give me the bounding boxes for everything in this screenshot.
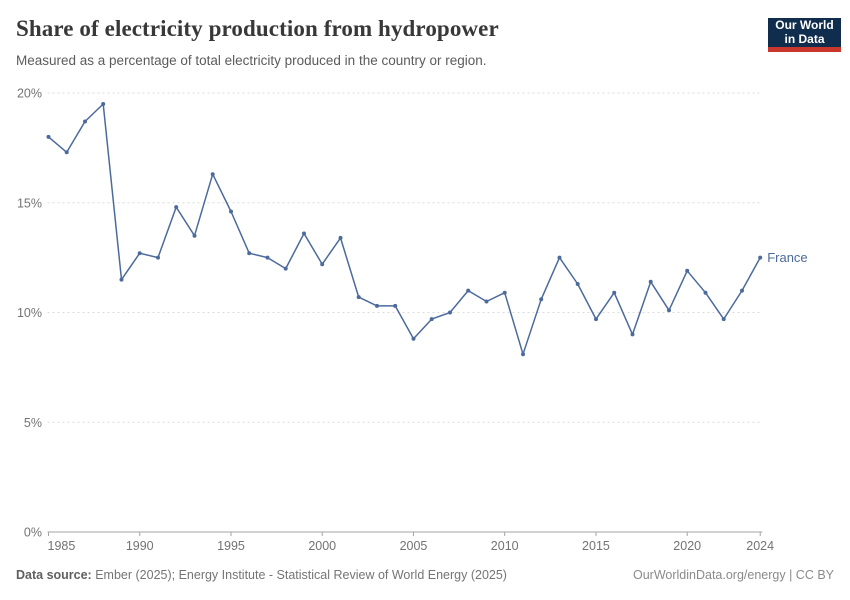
data-point[interactable] xyxy=(429,317,434,322)
x-axis: 1985 1990 1995 2000 2005 2010 2015 2020 2024 xyxy=(48,532,774,553)
owid-logo-line2: in Data xyxy=(784,31,825,46)
data-point[interactable] xyxy=(648,279,653,284)
attribution-text: OurWorldinData.org/energy | CC BY xyxy=(632,568,834,582)
data-point[interactable] xyxy=(283,266,288,271)
data-point[interactable] xyxy=(393,303,398,308)
data-point[interactable] xyxy=(192,233,197,238)
data-point[interactable] xyxy=(137,251,142,256)
series-end-label[interactable]: France xyxy=(767,250,807,265)
chart-subtitle: Measured as a percentage of total electr… xyxy=(16,53,487,68)
y-tick-label: 20% xyxy=(17,87,42,101)
y-tick-label: 10% xyxy=(17,306,42,320)
y-tick-label: 15% xyxy=(17,196,42,210)
data-point[interactable] xyxy=(101,102,106,106)
data-point[interactable] xyxy=(448,310,452,315)
data-point[interactable] xyxy=(685,268,690,273)
y-tick-label: 5% xyxy=(24,416,42,430)
chart-footer: Data source: Ember (2025); Energy Instit… xyxy=(16,568,834,582)
owid-logo-line1: Our World xyxy=(775,18,834,32)
data-source-note: Data source: Ember (2025); Energy Instit… xyxy=(16,568,507,582)
data-point[interactable] xyxy=(265,255,270,260)
data-point[interactable] xyxy=(557,255,562,260)
data-point[interactable] xyxy=(612,290,617,295)
data-point[interactable] xyxy=(302,231,306,236)
data-point[interactable] xyxy=(667,308,671,313)
data-point[interactable] xyxy=(320,262,325,267)
series-france[interactable]: France xyxy=(46,102,808,357)
x-tick-label: 2010 xyxy=(491,539,519,553)
x-tick-label: 2020 xyxy=(673,539,701,553)
data-point[interactable] xyxy=(174,205,179,210)
x-tick-label: 1990 xyxy=(126,539,154,553)
data-point[interactable] xyxy=(247,251,252,256)
data-point[interactable] xyxy=(375,303,379,308)
y-tick-label: 0% xyxy=(24,526,42,540)
data-point[interactable] xyxy=(740,288,744,293)
data-point[interactable] xyxy=(575,282,580,286)
data-point[interactable] xyxy=(630,332,635,337)
x-tick-label: 1985 xyxy=(48,539,76,553)
x-tick-label: 2015 xyxy=(582,539,610,553)
data-source-label: Data source: xyxy=(16,568,92,582)
page-title: Share of electricity production from hyd… xyxy=(16,16,499,41)
x-tick-label: 1995 xyxy=(217,539,245,553)
x-tick-label: 2024 xyxy=(746,539,774,553)
data-point[interactable] xyxy=(338,235,343,240)
data-point[interactable] xyxy=(356,295,361,300)
data-point[interactable] xyxy=(539,297,544,302)
data-point[interactable] xyxy=(703,290,708,295)
x-tick-label: 2000 xyxy=(308,539,336,553)
data-point[interactable] xyxy=(721,317,726,322)
data-point[interactable] xyxy=(156,255,160,260)
data-point[interactable] xyxy=(46,134,51,139)
data-source-text: Ember (2025); Energy Institute - Statist… xyxy=(91,568,507,582)
data-point[interactable] xyxy=(758,255,763,260)
data-point[interactable] xyxy=(411,336,416,341)
data-point[interactable] xyxy=(210,172,215,177)
data-point[interactable] xyxy=(83,119,87,124)
data-point[interactable] xyxy=(484,299,489,304)
series-line[interactable] xyxy=(47,103,761,355)
data-point[interactable] xyxy=(229,209,233,214)
owid-logo-accent-strip xyxy=(768,47,841,52)
line-chart[interactable]: 0% 5% 10% 15% 20% 1985 1990 1995 2000 2005 2010 201… xyxy=(0,80,850,560)
gridlines: 0% 5% 10% 15% 20% xyxy=(17,87,763,540)
data-point[interactable] xyxy=(594,317,598,322)
data-point[interactable] xyxy=(64,150,69,155)
data-point[interactable] xyxy=(466,288,471,293)
x-tick-label: 2005 xyxy=(400,539,428,553)
owid-logo[interactable]: Our World in Data xyxy=(768,18,841,52)
data-point[interactable] xyxy=(119,277,124,282)
data-point[interactable] xyxy=(502,290,507,295)
data-point[interactable] xyxy=(521,352,525,357)
chart-header: Share of electricity production from hyd… xyxy=(16,16,750,42)
owid-logo-box: Our World in Data xyxy=(768,18,841,47)
